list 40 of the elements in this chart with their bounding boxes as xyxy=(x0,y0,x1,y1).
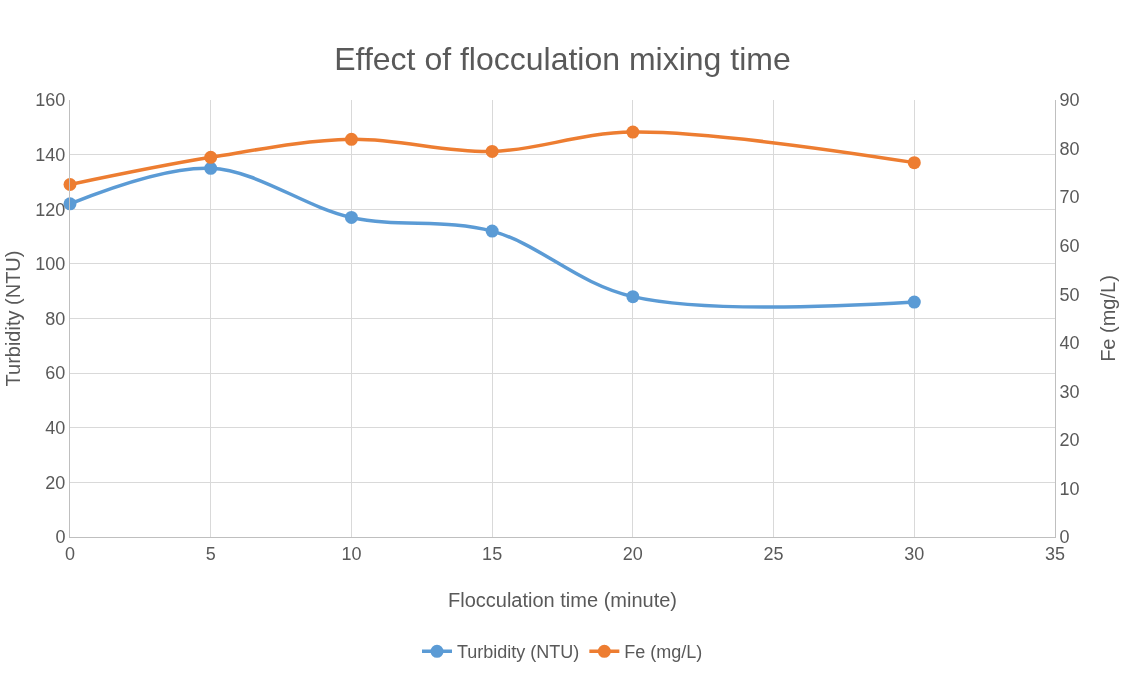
y-tick-label: 0 xyxy=(55,527,66,548)
legend-label: Turbidity (NTU) xyxy=(457,642,580,663)
x-tick-label: 5 xyxy=(205,543,216,564)
point xyxy=(204,150,218,164)
y-axis-title: Turbidity (NTU) xyxy=(2,250,24,387)
point xyxy=(344,210,358,224)
y2-tick-label: 90 xyxy=(1059,90,1080,111)
x-tick-label: 30 xyxy=(904,543,925,564)
point xyxy=(485,224,499,238)
point xyxy=(626,290,640,304)
point xyxy=(344,132,358,146)
y2-tick-label: 30 xyxy=(1059,381,1080,402)
y2-tick-label: 50 xyxy=(1059,284,1080,305)
y-tick-label: 100 xyxy=(35,254,66,275)
x-tick-label: 15 xyxy=(482,543,503,564)
y2-tick-label: 80 xyxy=(1059,138,1080,159)
y-tick-label: 160 xyxy=(35,90,66,111)
y-tick-label: 60 xyxy=(45,363,66,384)
y-tick-label: 40 xyxy=(45,418,66,439)
x-tick-label: 10 xyxy=(341,543,362,564)
y-tick-label: 120 xyxy=(35,199,66,220)
y2-tick-label: 60 xyxy=(1059,235,1080,256)
point xyxy=(907,156,921,170)
x-tick-label: 20 xyxy=(622,543,643,564)
legend-label: Fe (mg/L) xyxy=(624,642,703,663)
y-tick-label: 80 xyxy=(45,308,66,329)
x-tick-label: 25 xyxy=(763,543,784,564)
point xyxy=(485,144,499,158)
y-tick-label: 20 xyxy=(45,472,66,493)
y2-tick-label: 10 xyxy=(1059,478,1080,499)
point xyxy=(626,125,640,139)
chart-title: Effect of flocculation mixing time xyxy=(334,41,791,78)
point xyxy=(907,295,921,309)
y2-tick-label: 40 xyxy=(1059,333,1080,354)
x-axis-title: Flocculation time (minute) xyxy=(448,589,677,611)
y2-axis-title: Fe (mg/L) xyxy=(1097,275,1119,362)
y2-tick-label: 70 xyxy=(1059,187,1080,208)
y-tick-label: 140 xyxy=(35,144,66,165)
y2-tick-label: 20 xyxy=(1059,430,1080,451)
point xyxy=(204,161,218,175)
